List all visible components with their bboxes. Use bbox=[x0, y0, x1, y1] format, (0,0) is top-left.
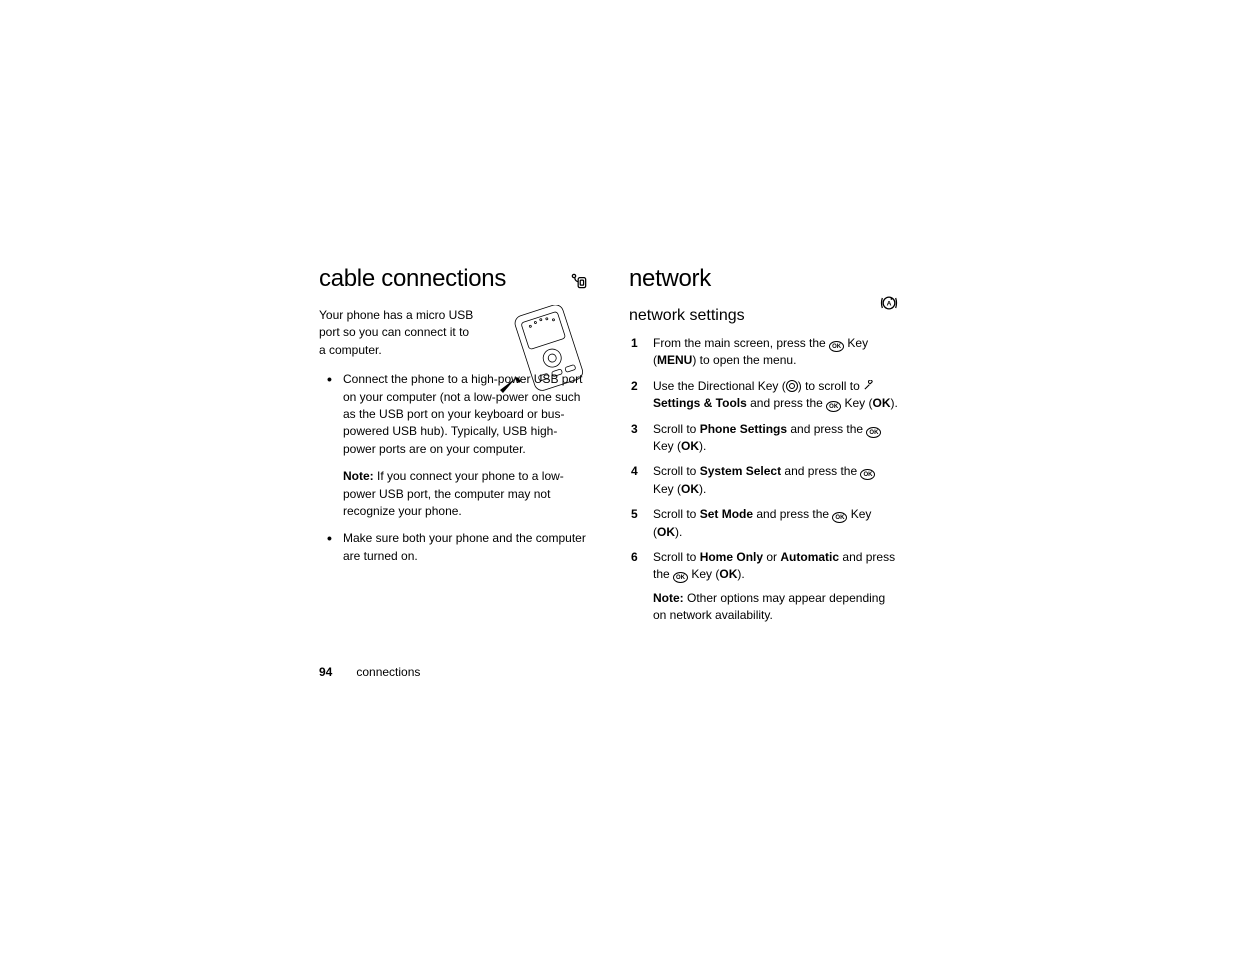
bullet-list: Connect the phone to a high-power USB po… bbox=[319, 371, 589, 565]
page-content: cable connections Your phone has a micro… bbox=[319, 265, 899, 632]
note: Note: Other options may appear depending… bbox=[653, 590, 899, 625]
step-text: and press the bbox=[787, 422, 866, 436]
step-text: and press the bbox=[747, 396, 826, 410]
ok-key-icon: OK bbox=[860, 469, 875, 480]
step-text: ). bbox=[699, 439, 706, 453]
step-bold: OK bbox=[719, 567, 737, 581]
list-item: Connect the phone to a high-power USB po… bbox=[319, 371, 589, 520]
page-footer: 94 connections bbox=[319, 665, 420, 679]
bullet-text: Connect the phone to a high-power USB po… bbox=[343, 372, 582, 456]
network-icon: A bbox=[879, 293, 899, 318]
step-text: From the main screen, press the bbox=[653, 336, 829, 350]
step-text: Key ( bbox=[688, 567, 719, 581]
step-bold: Set Mode bbox=[700, 507, 753, 521]
step-text: Scroll to bbox=[653, 550, 700, 564]
ok-key-icon: OK bbox=[826, 401, 841, 412]
step-text: Scroll to bbox=[653, 507, 700, 521]
note: Note: If you connect your phone to a low… bbox=[343, 468, 589, 520]
page-number: 94 bbox=[319, 665, 332, 679]
step-item: From the main screen, press the OK Key (… bbox=[629, 335, 899, 370]
left-column: cable connections Your phone has a micro… bbox=[319, 265, 589, 632]
ok-key-icon: OK bbox=[829, 341, 844, 352]
step-text: ) to open the menu. bbox=[692, 353, 796, 367]
step-text: Key ( bbox=[653, 482, 681, 496]
tools-icon bbox=[863, 379, 874, 390]
note-label: Note: bbox=[653, 591, 684, 605]
step-item: Use the Directional Key () to scroll to … bbox=[629, 378, 899, 413]
ok-key-icon: OK bbox=[832, 512, 847, 523]
step-text: Key ( bbox=[653, 439, 681, 453]
step-bold: Settings & Tools bbox=[653, 396, 747, 410]
step-text: Scroll to bbox=[653, 422, 700, 436]
step-bold: Automatic bbox=[780, 550, 839, 564]
ok-key-icon: OK bbox=[866, 427, 881, 438]
step-item: Scroll to System Select and press the OK… bbox=[629, 463, 899, 498]
step-text: ). bbox=[891, 396, 898, 410]
step-bold: OK bbox=[657, 525, 675, 539]
step-item: Scroll to Home Only or Automatic and pre… bbox=[629, 549, 899, 625]
step-text: Key ( bbox=[841, 396, 872, 410]
intro-text: Your phone has a micro USB port so you c… bbox=[319, 307, 479, 359]
note-label: Note: bbox=[343, 469, 374, 483]
subheading-network-settings: network settings bbox=[629, 307, 899, 325]
step-bold: Home Only bbox=[700, 550, 763, 564]
step-bold: System Select bbox=[700, 464, 781, 478]
right-column: A network network settings From the main… bbox=[629, 265, 899, 632]
step-bold: OK bbox=[681, 482, 699, 496]
step-bold: OK bbox=[681, 439, 699, 453]
directional-key-icon bbox=[786, 380, 798, 392]
step-text: ). bbox=[737, 567, 744, 581]
step-text: Use the Directional Key ( bbox=[653, 379, 786, 393]
step-text: ). bbox=[675, 525, 682, 539]
section-name: connections bbox=[356, 665, 420, 679]
usb-icon bbox=[569, 271, 589, 296]
note-body: Other options may appear depending on ne… bbox=[653, 591, 885, 622]
svg-text:A: A bbox=[887, 301, 892, 308]
step-text: or bbox=[763, 550, 780, 564]
step-text: ) to scroll to bbox=[798, 379, 863, 393]
heading-cable-connections: cable connections bbox=[319, 265, 589, 293]
heading-network: network bbox=[629, 265, 899, 293]
step-bold: MENU bbox=[657, 353, 692, 367]
step-text: ). bbox=[699, 482, 706, 496]
step-text: Scroll to bbox=[653, 464, 700, 478]
step-item: Scroll to Phone Settings and press the O… bbox=[629, 421, 899, 456]
ok-key-icon: OK bbox=[673, 572, 688, 583]
step-text: and press the bbox=[753, 507, 832, 521]
step-item: Scroll to Set Mode and press the OK Key … bbox=[629, 506, 899, 541]
note-body: If you connect your phone to a low-power… bbox=[343, 469, 564, 518]
step-bold: OK bbox=[873, 396, 891, 410]
list-item: Make sure both your phone and the comput… bbox=[319, 530, 589, 565]
step-text: and press the bbox=[781, 464, 860, 478]
bullet-text: Make sure both your phone and the comput… bbox=[343, 531, 586, 562]
steps-list: From the main screen, press the OK Key (… bbox=[629, 335, 899, 624]
step-bold: Phone Settings bbox=[700, 422, 787, 436]
